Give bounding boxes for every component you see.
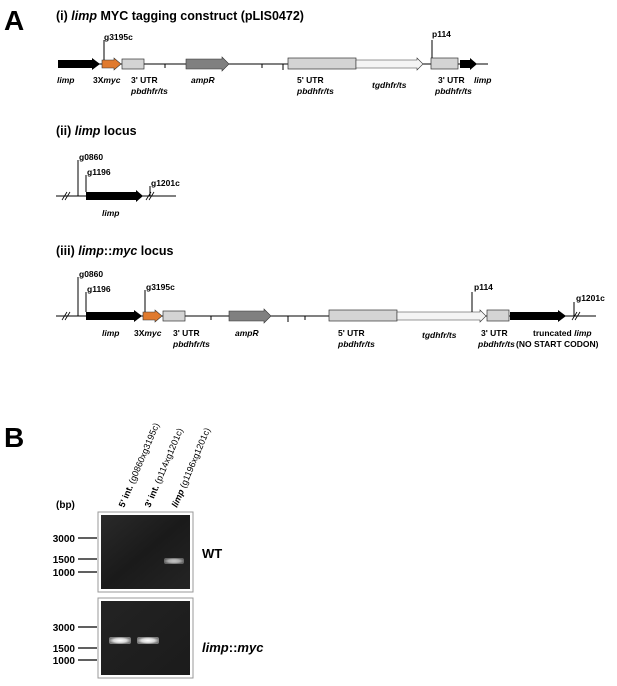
tgdhfrts-fused-arrow	[396, 309, 487, 323]
truncated-limp-label: truncated limp	[533, 328, 592, 338]
wt-label: WT	[202, 546, 222, 561]
myc-arrow	[101, 57, 122, 71]
pbdhfrts-fused-label-2: pbdhfr/ts	[337, 339, 375, 349]
tgdhfrts-label: tgdhfr/ts	[372, 80, 407, 90]
myc-marker-3000: 3000	[53, 623, 76, 634]
bp-label: (bp)	[56, 500, 75, 511]
utr5-fused-label: 5' UTR	[338, 328, 365, 338]
utr5-label: 5' UTR	[297, 75, 324, 85]
wt-gel	[101, 515, 190, 589]
utr3-fused-label-2: 3' UTR	[481, 328, 508, 338]
primer-g3195c-label-2: g3195c	[146, 282, 175, 292]
locus-map	[56, 160, 176, 202]
myc-label: 3Xmyc	[93, 75, 121, 85]
construct-title: (i) limp MYC tagging construct (pLIS0472…	[56, 9, 304, 23]
limp-fused-arrow	[86, 310, 142, 322]
primer-g1201c-label: g1201c	[151, 178, 180, 188]
primer-p114-label: p114	[432, 29, 451, 39]
limp-locus-label: limp	[102, 208, 119, 218]
truncated-limp-arrow	[510, 310, 566, 322]
ampr-fused-label: ampR	[235, 328, 259, 338]
primer-g1196-label-2: g1196	[87, 284, 111, 294]
utr3-fused-box	[162, 310, 186, 322]
myc-fused-label: 3Xmyc	[134, 328, 162, 338]
limp-arrow	[58, 58, 100, 70]
ampr-label: ampR	[191, 75, 215, 85]
limp-fused-label: limp	[102, 328, 119, 338]
locus-title: (ii) limp locus	[56, 124, 137, 138]
pbdhfrts-label: pbdhfr/ts	[130, 86, 168, 96]
pbdhfrts-fused-label-3: pbdhfr/ts	[477, 339, 515, 349]
primer-g3195c-label: g3195c	[104, 32, 133, 42]
panel-b-letter: B	[4, 422, 24, 453]
ampr-fused-arrow	[228, 308, 272, 324]
utr3-fused-label: 3' UTR	[173, 328, 200, 338]
primer-g0860-label: g0860	[79, 152, 103, 162]
limp-label: limp	[57, 75, 74, 85]
myc-5int-band	[109, 637, 131, 644]
myc-locus-title: (iii) limp::myc locus	[56, 244, 173, 258]
limp-label-3prime: limp	[474, 75, 491, 85]
utr3-box	[121, 58, 145, 70]
tgdhfrts-arrow	[355, 57, 424, 71]
primer-p114-label-2: p114	[474, 282, 493, 292]
myc-marker-1500: 1500	[53, 644, 76, 655]
pbdhfrts-label-3: pbdhfr/ts	[434, 86, 472, 96]
tgdhfrts-fused-label: tgdhfr/ts	[422, 330, 457, 340]
limp-locus-arrow	[86, 190, 143, 202]
myc-locus-map	[56, 277, 596, 324]
panel-a-letter: A	[4, 5, 24, 36]
utr5-fused-box	[328, 309, 398, 322]
no-start-codon-label: (NO START CODON)	[516, 339, 599, 349]
myc-3int-band	[137, 637, 159, 644]
wt-marker-3000: 3000	[53, 534, 76, 545]
wt-marker-1000: 1000	[53, 568, 76, 579]
primer-g0860-label-2: g0860	[79, 269, 103, 279]
construct-map	[58, 40, 488, 72]
utr3-box-2	[430, 57, 459, 70]
myc-fused-arrow	[142, 309, 163, 323]
limp-arrow-3prime	[460, 58, 477, 70]
ampr-arrow	[185, 56, 230, 72]
primer-g1196-label: g1196	[87, 167, 111, 177]
wt-limp-band	[164, 558, 184, 564]
utr3-label-2: 3' UTR	[438, 75, 465, 85]
utr3-label: 3' UTR	[131, 75, 158, 85]
pbdhfrts-fused-label: pbdhfr/ts	[172, 339, 210, 349]
wt-marker-1500: 1500	[53, 555, 76, 566]
myc-marker-1000: 1000	[53, 656, 76, 667]
wt-gel-frame	[97, 511, 194, 593]
pbdhfrts-label-2: pbdhfr/ts	[296, 86, 334, 96]
myc-strain-label: limp::myc	[202, 640, 264, 655]
utr3-fused-box-2	[486, 309, 510, 322]
myc-gel-frame	[97, 597, 194, 679]
utr5-box	[287, 57, 357, 70]
primer-g1201c-label-2: g1201c	[576, 293, 605, 303]
